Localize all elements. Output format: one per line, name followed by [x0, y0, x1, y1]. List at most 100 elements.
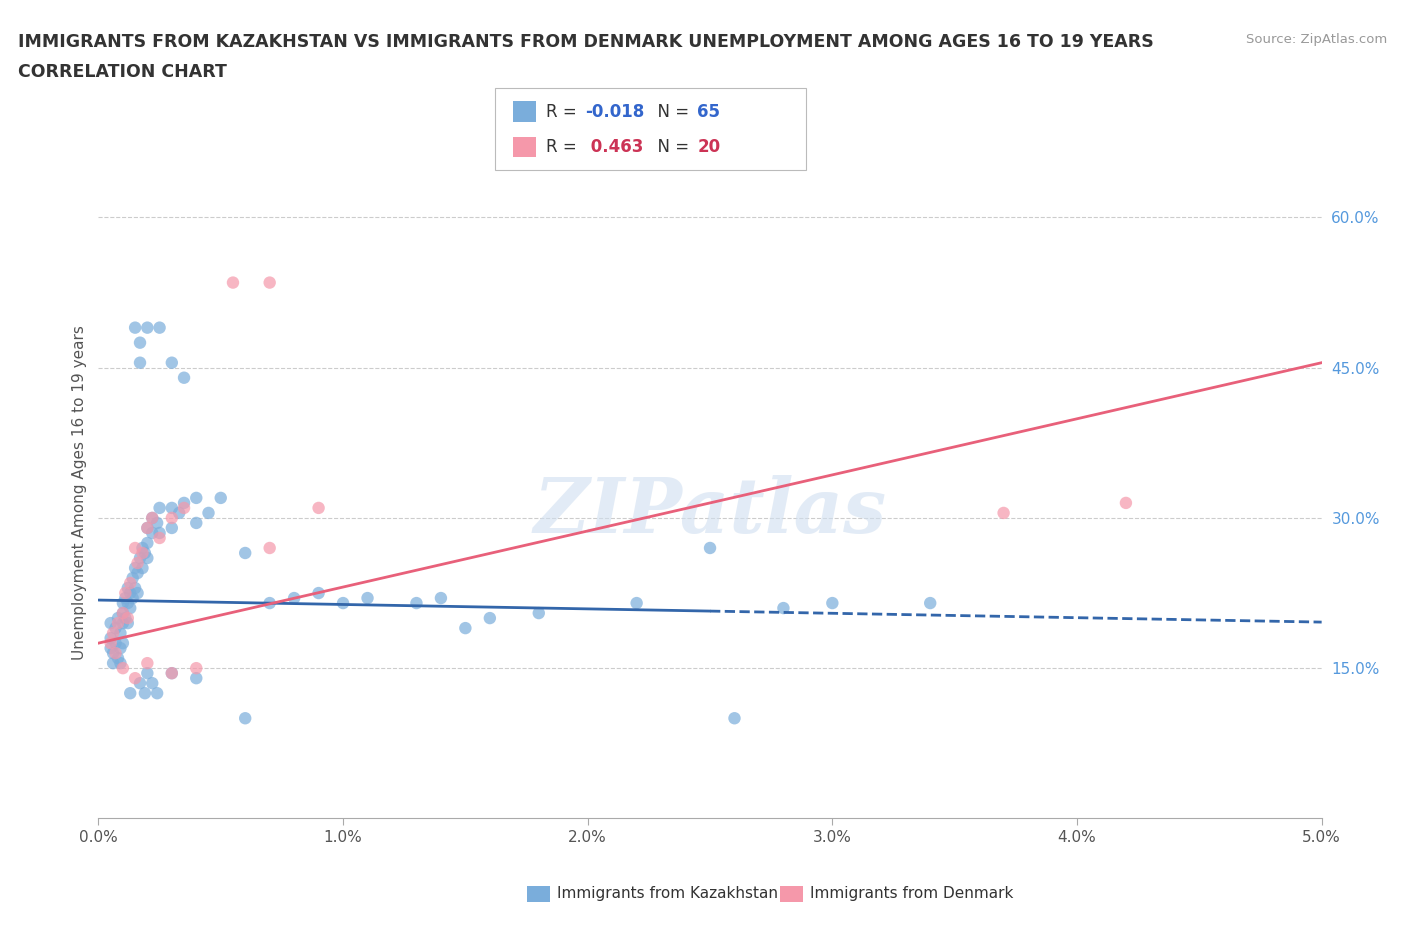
- Point: [149, 320, 172, 335]
- Point: [141, 511, 163, 525]
- Point: [186, 515, 208, 530]
- Point: [111, 636, 134, 651]
- Text: R =: R =: [546, 102, 582, 121]
- Point: [209, 490, 232, 505]
- Point: [111, 595, 134, 610]
- Point: [101, 626, 124, 641]
- Point: [626, 595, 648, 610]
- Point: [104, 636, 127, 651]
- Point: [920, 595, 942, 610]
- Point: [197, 506, 219, 521]
- Point: [405, 595, 427, 610]
- Point: [146, 515, 169, 530]
- Point: [110, 641, 132, 656]
- Point: [124, 320, 146, 335]
- Point: [173, 500, 195, 515]
- Point: [478, 611, 501, 626]
- Point: [131, 561, 153, 576]
- Point: [114, 611, 136, 626]
- Point: [259, 275, 281, 290]
- Point: [160, 666, 183, 681]
- Point: [129, 335, 152, 350]
- Point: [136, 666, 159, 681]
- Point: [160, 511, 183, 525]
- Y-axis label: Unemployment Among Ages 16 to 19 years: Unemployment Among Ages 16 to 19 years: [72, 326, 87, 660]
- Point: [222, 275, 245, 290]
- Point: [233, 546, 256, 561]
- Text: IMMIGRANTS FROM KAZAKHSTAN VS IMMIGRANTS FROM DENMARK UNEMPLOYMENT AMONG AGES 16: IMMIGRANTS FROM KAZAKHSTAN VS IMMIGRANTS…: [18, 33, 1154, 50]
- Point: [186, 490, 208, 505]
- Point: [259, 595, 281, 610]
- Text: Immigrants from Kazakhstan: Immigrants from Kazakhstan: [557, 886, 778, 901]
- Point: [136, 320, 159, 335]
- Point: [821, 595, 844, 610]
- Point: [101, 645, 124, 660]
- Point: [136, 536, 159, 551]
- Point: [430, 591, 453, 605]
- Point: [120, 685, 142, 700]
- Point: [107, 611, 129, 626]
- Point: [993, 506, 1015, 521]
- Point: [136, 521, 159, 536]
- Point: [131, 546, 153, 561]
- Point: [167, 506, 190, 521]
- Text: Source: ZipAtlas.com: Source: ZipAtlas.com: [1247, 33, 1388, 46]
- Point: [129, 355, 152, 370]
- Point: [100, 631, 122, 645]
- Point: [100, 636, 122, 651]
- Point: [527, 605, 550, 620]
- Point: [283, 591, 305, 605]
- Point: [120, 576, 142, 591]
- Point: [129, 676, 152, 691]
- Point: [146, 685, 169, 700]
- Point: [111, 605, 134, 620]
- Point: [259, 540, 281, 555]
- Point: [114, 591, 136, 605]
- Point: [160, 521, 183, 536]
- Point: [127, 555, 149, 570]
- Point: [149, 525, 172, 540]
- Point: [120, 601, 142, 616]
- Point: [121, 571, 143, 586]
- Point: [114, 586, 136, 601]
- Point: [124, 580, 146, 595]
- Text: N =: N =: [647, 138, 695, 156]
- Text: 65: 65: [697, 102, 720, 121]
- Point: [124, 561, 146, 576]
- Point: [149, 500, 172, 515]
- Point: [127, 565, 149, 580]
- Point: [136, 521, 159, 536]
- Point: [308, 500, 330, 515]
- Point: [124, 671, 146, 685]
- Point: [233, 711, 256, 725]
- Point: [111, 616, 134, 631]
- Point: [117, 616, 139, 631]
- Point: [454, 620, 477, 635]
- Point: [129, 551, 152, 565]
- Point: [186, 671, 208, 685]
- Text: 20: 20: [697, 138, 720, 156]
- Point: [160, 666, 183, 681]
- Point: [100, 616, 122, 631]
- Point: [160, 355, 183, 370]
- Point: [699, 540, 721, 555]
- Point: [131, 540, 153, 555]
- Text: R =: R =: [546, 138, 582, 156]
- Point: [107, 616, 129, 631]
- Point: [117, 611, 139, 626]
- Point: [136, 656, 159, 671]
- Point: [104, 645, 127, 660]
- Point: [173, 370, 195, 385]
- Point: [134, 546, 156, 561]
- Point: [100, 641, 122, 656]
- Text: N =: N =: [647, 102, 695, 121]
- Point: [117, 580, 139, 595]
- Text: ZIPatlas: ZIPatlas: [533, 475, 887, 550]
- Point: [117, 595, 139, 610]
- Point: [332, 595, 354, 610]
- Point: [356, 591, 378, 605]
- Point: [1115, 496, 1137, 511]
- Point: [110, 656, 132, 671]
- Text: -0.018: -0.018: [585, 102, 644, 121]
- Text: Immigrants from Denmark: Immigrants from Denmark: [810, 886, 1014, 901]
